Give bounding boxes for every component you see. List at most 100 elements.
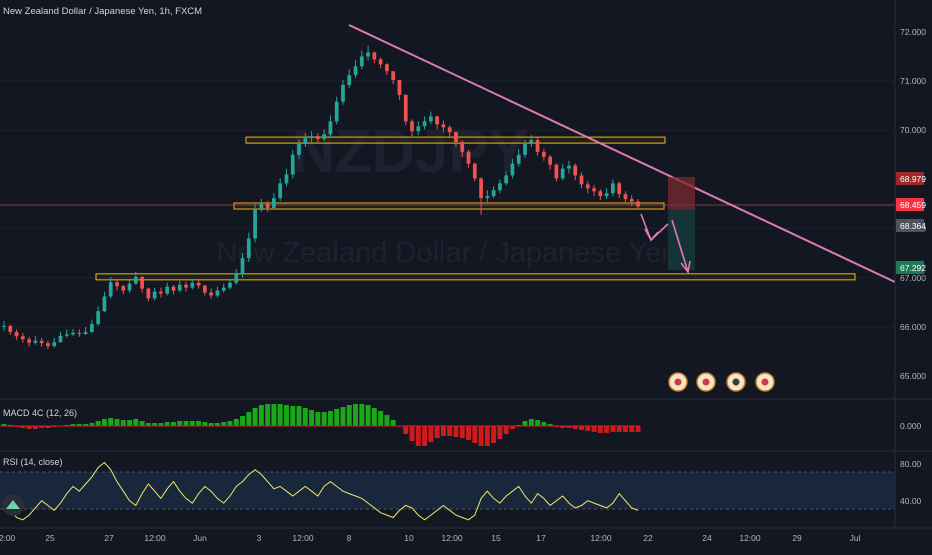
candle-body	[441, 124, 446, 128]
candle-body	[579, 175, 584, 185]
macd-bar	[422, 426, 428, 446]
target-price-label: 67.292	[900, 263, 926, 273]
event-flag-icon-dot	[732, 378, 740, 386]
price-axis-tick: 72.000	[900, 27, 926, 37]
macd-bar	[434, 426, 440, 438]
macd-bar	[340, 407, 346, 426]
macd-bar	[221, 422, 227, 426]
time-axis-tick: 10	[404, 533, 414, 543]
candle-body	[491, 190, 496, 197]
candle-body	[90, 324, 94, 332]
macd-bar	[616, 426, 622, 432]
candle-body	[171, 286, 176, 291]
candle-body	[127, 283, 132, 291]
macd-bar	[597, 426, 603, 433]
macd-bar	[70, 424, 76, 426]
macd-bar	[428, 426, 434, 442]
macd-bar	[535, 420, 541, 426]
macd-bar	[541, 422, 547, 426]
candle-body	[140, 276, 144, 289]
macd-bar	[95, 421, 101, 426]
macd-bar	[478, 426, 484, 446]
macd-bar	[258, 405, 264, 426]
macd-bar	[484, 426, 490, 446]
candle-body	[611, 183, 615, 194]
candle-body	[52, 342, 57, 347]
macd-bar	[560, 426, 566, 428]
candle-body	[366, 52, 370, 57]
candle-body	[359, 56, 364, 67]
macd-bar	[265, 404, 271, 426]
time-axis-tick: Jul	[850, 533, 861, 543]
macd-bar	[171, 422, 176, 426]
macd-bar	[591, 426, 597, 432]
candle-body	[221, 287, 226, 291]
candle-body	[46, 343, 50, 347]
candle-body	[253, 209, 257, 239]
macd-bar	[622, 426, 628, 432]
candle-body	[228, 282, 232, 288]
macd-bar	[415, 426, 421, 446]
candle-body	[284, 174, 289, 184]
macd-bar	[114, 419, 120, 426]
time-axis-tick: 12:00	[292, 533, 314, 543]
candle-body	[416, 126, 421, 132]
candle-body	[516, 154, 521, 164]
macd-bar	[409, 426, 415, 441]
candle-body	[397, 80, 402, 95]
event-flag-icon-dot	[702, 378, 710, 386]
candle-body	[510, 163, 515, 176]
candle-body	[460, 142, 465, 152]
candle-body	[240, 258, 245, 274]
macd-bar	[108, 418, 114, 426]
time-axis-tick: 22	[643, 533, 653, 543]
candle-body	[403, 94, 408, 122]
macd-bar	[371, 408, 377, 426]
candle-body	[177, 284, 182, 291]
macd-bar	[45, 426, 51, 428]
short-position-target-zone[interactable]	[668, 210, 695, 270]
macd-bar	[585, 426, 591, 431]
time-axis-tick: 24	[702, 533, 712, 543]
time-axis[interactable]: 2:00 25 27 12:00 Jun 3 12:00 8 10 12:00 15 17 12:00 2…	[0, 533, 861, 543]
macd-bar	[321, 412, 327, 426]
candle-body	[328, 121, 333, 135]
candle-body	[58, 335, 63, 343]
macd-bar	[472, 426, 478, 443]
candle-body	[102, 296, 107, 312]
macd-bar	[629, 426, 635, 432]
macd-bar	[579, 426, 584, 430]
candle-body	[39, 340, 44, 344]
macd-bar	[32, 426, 38, 429]
short-position-stop-zone[interactable]	[668, 177, 695, 210]
macd-bar	[252, 408, 258, 426]
candle-body	[428, 116, 433, 122]
macd-bar	[158, 423, 164, 426]
candle-body	[20, 336, 25, 340]
rsi-title: RSI (14, close)	[3, 457, 63, 467]
macd-bar	[233, 419, 239, 426]
candle-body	[203, 285, 207, 293]
candle-body	[523, 143, 527, 155]
tradingview-logo-icon[interactable]	[2, 494, 24, 516]
candle-body	[165, 286, 170, 294]
candle-body	[184, 284, 188, 288]
candle-body	[71, 332, 75, 335]
trendline[interactable]	[348, 24, 896, 283]
time-axis-tick: 17	[536, 533, 546, 543]
macd-bar	[101, 419, 107, 426]
macd-bar	[309, 410, 315, 426]
macd-bar	[284, 405, 289, 426]
event-icons[interactable]	[668, 372, 775, 392]
macd-bar	[208, 423, 214, 426]
macd-bar	[359, 404, 365, 426]
candle-body	[454, 132, 458, 143]
candle-body	[265, 204, 270, 208]
projection-arrows[interactable]	[640, 213, 691, 274]
macd-bar	[566, 426, 572, 428]
time-axis-tick: 29	[792, 533, 802, 543]
macd-bar	[528, 419, 534, 426]
